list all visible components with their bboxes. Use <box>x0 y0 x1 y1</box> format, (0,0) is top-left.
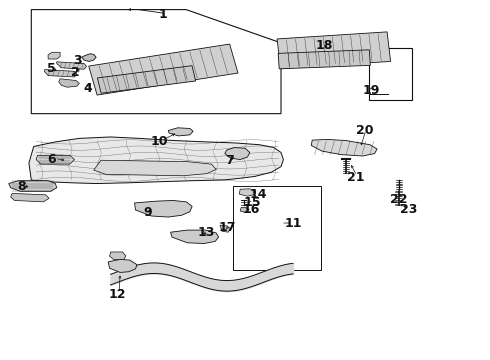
Bar <box>369 48 412 100</box>
Polygon shape <box>135 201 192 217</box>
Text: 1: 1 <box>159 8 168 21</box>
Text: 15: 15 <box>244 196 261 209</box>
Text: 9: 9 <box>144 206 152 219</box>
Text: 10: 10 <box>151 135 168 148</box>
Text: 19: 19 <box>362 84 379 97</box>
Polygon shape <box>240 207 248 212</box>
Polygon shape <box>48 52 60 59</box>
Polygon shape <box>82 54 96 62</box>
Text: 21: 21 <box>347 171 364 184</box>
Polygon shape <box>44 69 77 77</box>
Text: 5: 5 <box>47 62 56 75</box>
Polygon shape <box>171 230 219 243</box>
Text: 2: 2 <box>71 66 80 79</box>
Polygon shape <box>277 32 391 68</box>
Polygon shape <box>9 181 57 191</box>
Polygon shape <box>225 148 250 159</box>
Text: 18: 18 <box>316 40 333 53</box>
Text: 23: 23 <box>399 203 417 216</box>
Polygon shape <box>220 225 231 232</box>
Text: 20: 20 <box>356 124 374 137</box>
Polygon shape <box>59 79 79 87</box>
Polygon shape <box>239 189 256 196</box>
Bar <box>233 186 321 270</box>
Text: 13: 13 <box>198 226 215 239</box>
Text: 3: 3 <box>74 54 82 67</box>
Text: 14: 14 <box>249 188 267 201</box>
Polygon shape <box>57 62 87 69</box>
Polygon shape <box>278 50 370 69</box>
Polygon shape <box>29 137 283 184</box>
Text: 7: 7 <box>225 154 234 167</box>
Polygon shape <box>94 160 216 176</box>
Text: 17: 17 <box>219 221 237 234</box>
Polygon shape <box>168 128 193 136</box>
Polygon shape <box>98 66 196 93</box>
Text: 22: 22 <box>390 193 407 206</box>
Polygon shape <box>31 10 281 114</box>
Polygon shape <box>11 193 49 202</box>
Polygon shape <box>36 155 74 164</box>
Polygon shape <box>311 139 377 156</box>
Text: 16: 16 <box>242 203 259 216</box>
Text: 6: 6 <box>48 153 56 166</box>
Text: 4: 4 <box>83 82 92 95</box>
Polygon shape <box>110 252 126 259</box>
Text: 12: 12 <box>109 288 126 301</box>
Text: 11: 11 <box>284 217 302 230</box>
Polygon shape <box>108 259 137 273</box>
Text: 8: 8 <box>17 180 26 193</box>
Polygon shape <box>89 44 238 95</box>
